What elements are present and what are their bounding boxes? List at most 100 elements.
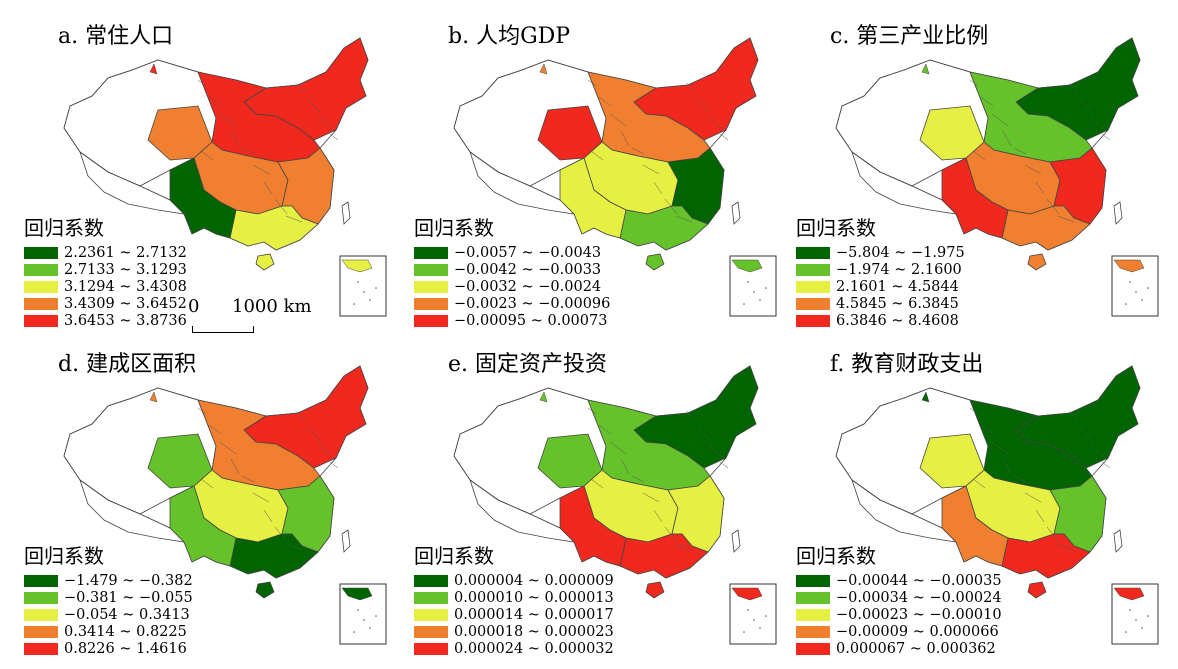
- legend-item: 3.6453 ~ 3.8736: [24, 312, 187, 329]
- legend-item: 0.000067 ~ 0.000362: [796, 640, 1002, 657]
- panel-title: a. 常住人口: [58, 24, 174, 49]
- boundary-line: [200, 478, 214, 489]
- legend-item: −0.00009 ~ 0.000066: [796, 623, 1002, 640]
- legend: −1.479 ~ −0.382 −0.381 ~ −0.055 −0.054 ~ 0…: [24, 572, 193, 657]
- legend-swatch: [796, 642, 830, 655]
- legend-item: 4.5845 ~ 6.3845: [796, 295, 965, 312]
- boundary-line: [1101, 461, 1111, 469]
- legend-item: 0.000010 ~ 0.000013: [414, 589, 614, 606]
- boundary-line: [991, 441, 1009, 455]
- boundary-line: [719, 133, 729, 141]
- region-hainan: [255, 581, 275, 599]
- legend: −5.804 ~ −1.975 −1.974 ~ 2.1600 2.1601 ~ 4…: [796, 244, 965, 329]
- boundary-line: [329, 133, 339, 141]
- boundary-line: [285, 543, 303, 551]
- legend-label: 0.000067 ~ 0.000362: [836, 640, 996, 657]
- legend-swatch: [24, 263, 58, 276]
- boundary-line: [708, 444, 726, 461]
- legend-label: 0.000014 ~ 0.000017: [454, 606, 614, 623]
- boundary-line: [1068, 410, 1078, 421]
- legend-label: −5.804 ~ −1.975: [836, 244, 965, 261]
- enclave-region: [149, 63, 158, 75]
- legend-label: −1.479 ~ −0.382: [64, 572, 193, 589]
- boundary-line: [620, 130, 630, 147]
- boundary-line: [296, 82, 306, 93]
- legend-item: −0.00023 ~ −0.00010: [796, 606, 1002, 623]
- panel-title: f. 教育财政支出: [830, 352, 984, 377]
- boundary-line: [1057, 543, 1075, 551]
- boundary-line: [686, 82, 696, 93]
- legend-title: 回归系数: [414, 544, 494, 568]
- legend-swatch: [414, 591, 448, 604]
- region-se: [229, 533, 319, 579]
- legend-item: 0.000024 ~ 0.000032: [414, 640, 614, 657]
- enclave-region: [539, 63, 548, 75]
- boundary-line: [675, 215, 693, 223]
- legend-label: −0.0023 ~ −0.00096: [454, 295, 611, 312]
- south-china-sea-inset: [729, 583, 777, 645]
- legend-item: 0.8226 ~ 1.4616: [24, 640, 193, 657]
- boundary-line: [590, 150, 604, 161]
- legend-label: −0.00044 ~ −0.00035: [836, 572, 1002, 589]
- boundary-line: [719, 461, 729, 469]
- legend-title: 回归系数: [414, 216, 494, 240]
- boundary-line: [1013, 147, 1027, 155]
- boundary-line: [598, 96, 612, 107]
- boundary-line: [230, 458, 240, 475]
- region-sw: [559, 157, 627, 239]
- china-choropleth-map: [835, 37, 1159, 317]
- region-taiwan: [731, 529, 741, 553]
- boundary-line: [609, 441, 627, 455]
- scale-bar-zero: 0: [188, 296, 200, 317]
- legend-label: −0.381 ~ −0.055: [64, 589, 193, 606]
- legend-label: −1.974 ~ 2.1600: [836, 261, 962, 278]
- legend-item: −0.0042 ~ −0.0033: [414, 261, 610, 278]
- boundary-line: [991, 113, 1009, 127]
- legend-label: 3.4309 ~ 3.6452: [64, 295, 187, 312]
- boundary-line: [631, 147, 645, 155]
- legend-label: 2.1601 ~ 4.5844: [836, 278, 959, 295]
- china-choropleth-map: [63, 365, 387, 645]
- legend-label: −0.0032 ~ −0.0024: [454, 278, 602, 295]
- region-gansu: [537, 105, 603, 161]
- region-hainan: [1027, 581, 1047, 599]
- boundary-line: [653, 509, 663, 523]
- legend-swatch: [24, 608, 58, 621]
- boundary-line: [318, 116, 336, 133]
- boundary-line: [1068, 82, 1078, 93]
- boundary-line: [1046, 198, 1060, 215]
- region-gansu: [919, 105, 985, 161]
- legend-item: 3.4309 ~ 3.6452: [24, 295, 187, 312]
- boundary-line: [631, 475, 645, 483]
- region-hainan: [1027, 253, 1047, 271]
- map-panel-e: e. 固定资产投资 回归系数 0.000004 ~ 0.000009 0.0000…: [398, 338, 788, 668]
- region-gansu: [537, 433, 603, 489]
- region-taiwan: [341, 201, 351, 225]
- boundary-line: [969, 79, 979, 87]
- boundary-line: [1024, 164, 1042, 175]
- china-choropleth-map: [453, 365, 777, 645]
- legend-label: 3.6453 ~ 3.8736: [64, 312, 187, 329]
- legend-label: 6.3846 ~ 8.4608: [836, 312, 959, 329]
- legend-label: −0.0057 ~ −0.0043: [454, 244, 602, 261]
- legend-label: 0.000018 ~ 0.000023: [454, 623, 614, 640]
- legend: 2.2361 ~ 2.7132 2.7133 ~ 3.1293 3.1294 ~ 3…: [24, 244, 187, 329]
- legend-swatch: [24, 280, 58, 293]
- legend-swatch: [796, 297, 830, 310]
- boundary-line: [230, 130, 240, 147]
- boundary-line: [1079, 427, 1093, 441]
- region-hainan: [255, 253, 275, 271]
- region-taiwan: [731, 201, 741, 225]
- legend-title: 回归系数: [796, 544, 876, 568]
- legend-label: 0.3414 ~ 0.8225: [64, 623, 187, 640]
- boundary-line: [1057, 215, 1075, 223]
- boundary-line: [642, 164, 660, 175]
- region-se: [619, 205, 709, 251]
- boundary-line: [708, 116, 726, 133]
- legend-swatch: [24, 297, 58, 310]
- boundary-line: [1079, 99, 1093, 113]
- region-taiwan: [1113, 529, 1123, 553]
- boundary-line: [219, 113, 237, 127]
- boundary-line: [252, 164, 270, 175]
- boundary-line: [587, 407, 597, 415]
